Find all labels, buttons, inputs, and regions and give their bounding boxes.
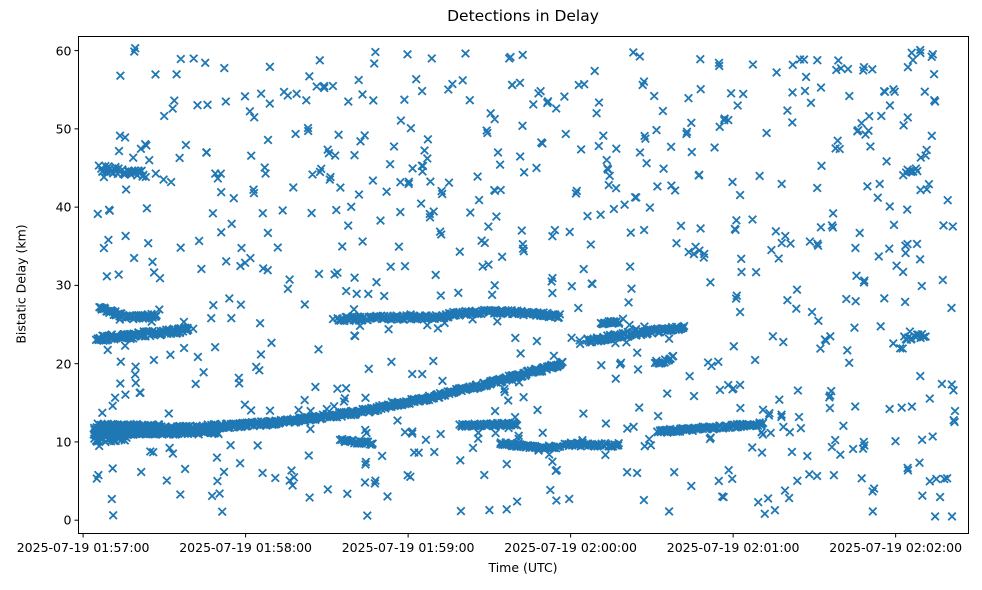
y-tick-label: 20 [55, 356, 72, 372]
x-tick-label: 2025-07-19 02:01:00 [666, 540, 800, 555]
y-axis-tick-marks [74, 50, 79, 521]
scatter-points [89, 43, 960, 521]
y-tick-label: 60 [55, 43, 72, 59]
chart-title: Detections in Delay [447, 7, 599, 25]
y-tick-label: 40 [55, 199, 72, 215]
y-axis-label: Bistatic Delay (km) [13, 224, 29, 344]
x-tick-label: 2025-07-19 01:59:00 [341, 540, 475, 555]
x-tick-label: 2025-07-19 01:57:00 [16, 540, 150, 555]
x-tick-label: 2025-07-19 02:02:00 [829, 540, 963, 555]
x-tick-label: 2025-07-19 01:58:00 [179, 540, 312, 555]
y-tick-label: 10 [55, 434, 72, 450]
x-tick-label: 2025-07-19 02:00:00 [504, 540, 638, 555]
x-axis-tick-marks [82, 533, 897, 538]
plot-frame [78, 36, 969, 534]
x-axis-label: Time (UTC) [488, 560, 558, 575]
y-tick-label: 50 [55, 121, 72, 137]
y-tick-label: 0 [63, 512, 72, 528]
y-tick-label: 30 [55, 277, 72, 293]
